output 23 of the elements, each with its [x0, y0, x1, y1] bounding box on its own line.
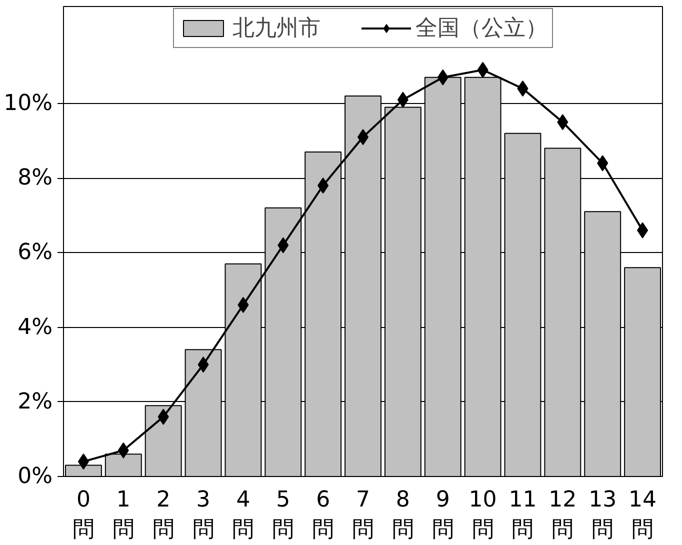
x-tick-label: 10 問 — [468, 488, 497, 542]
y-tick-label: 10% — [4, 90, 53, 116]
x-tick-label: 5 問 — [272, 488, 294, 542]
x-tick-label: 14 問 — [628, 488, 657, 542]
x-tick-label: 12 問 — [548, 488, 577, 542]
x-tick-label: 0 問 — [72, 488, 94, 542]
x-tick-label: 13 問 — [588, 488, 617, 542]
legend-label: 北九州市 — [232, 15, 320, 43]
x-tick-label: 1 問 — [112, 488, 134, 542]
y-tick-label: 0% — [18, 464, 53, 489]
x-tick-label: 6 問 — [312, 488, 334, 542]
x-tick-label: 11 問 — [508, 488, 537, 542]
x-tick-label: 9 問 — [432, 488, 454, 542]
y-tick-label: 8% — [18, 166, 53, 191]
y-tick-label: 4% — [18, 314, 53, 340]
legend-label: 全国（公立） — [416, 15, 548, 43]
x-tick-label: 7 問 — [352, 488, 374, 542]
x-tick-label: 3 問 — [192, 488, 214, 542]
y-tick-label: 6% — [18, 240, 53, 266]
x-tick-label: 4 問 — [232, 488, 254, 542]
x-tick-label: 8 問 — [392, 488, 414, 542]
x-tick-label: 2 問 — [152, 488, 174, 542]
y-tick-label: 2% — [18, 389, 53, 414]
